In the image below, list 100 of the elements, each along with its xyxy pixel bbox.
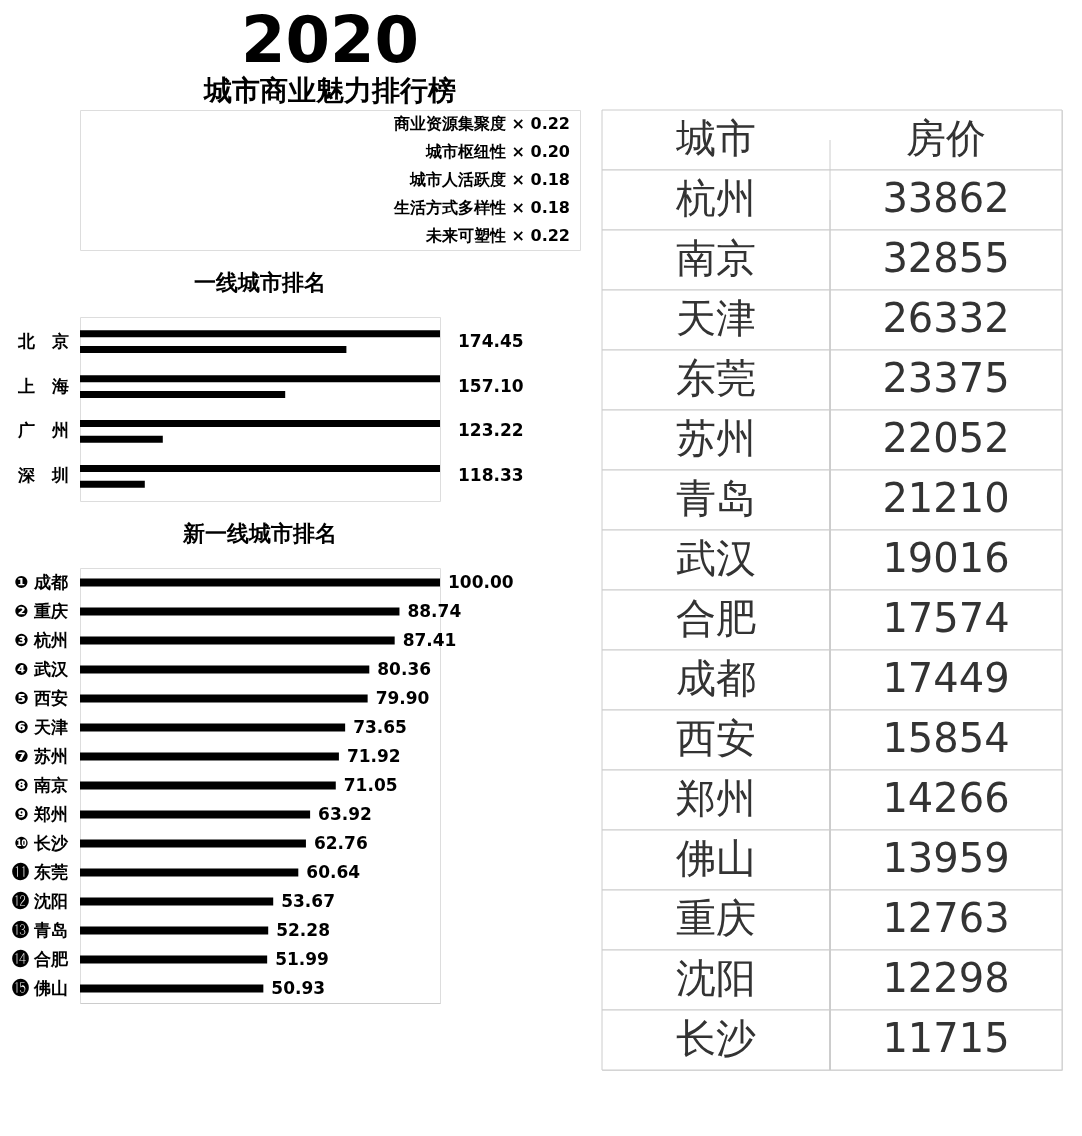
data-label: 12763 xyxy=(882,895,1010,941)
category-label: 东莞 xyxy=(676,355,756,401)
text: 118.33 xyxy=(458,465,524,486)
category-label: 天津 xyxy=(676,295,756,341)
category-label: 佛山 xyxy=(676,835,756,881)
data-label: 11715 xyxy=(882,1015,1010,1061)
bar xyxy=(80,480,145,488)
data-label: 51.99 xyxy=(275,948,329,969)
category-label: 成都 xyxy=(676,655,756,701)
data-label: 60.64 xyxy=(306,861,361,882)
text: 2020 xyxy=(240,3,420,77)
data-label: 32855 xyxy=(882,235,1010,281)
text: 157.10 xyxy=(458,375,524,396)
bar xyxy=(80,839,306,848)
category-label: 长沙 xyxy=(676,1015,756,1061)
text: 城市 xyxy=(675,115,756,161)
text: 123.22 xyxy=(458,420,524,441)
data-label: 53.67 xyxy=(281,890,335,911)
y-tick-label: 上 海 xyxy=(16,375,69,396)
bar xyxy=(80,694,368,703)
category-label: 重庆 xyxy=(676,895,756,941)
bar xyxy=(80,955,268,964)
bar xyxy=(80,390,286,398)
y-tick-label: ❽ 南京 xyxy=(14,774,69,795)
category-label: 青岛 xyxy=(676,475,756,521)
data-label: 26332 xyxy=(882,295,1010,341)
data-label: 63.92 xyxy=(318,803,372,824)
data-label: 100.00 xyxy=(448,571,514,592)
category-label: 合肥 xyxy=(676,595,756,641)
bar xyxy=(80,435,163,443)
bar xyxy=(80,868,299,877)
text: 城市商业魅力排行榜 xyxy=(203,74,456,107)
data-label: 33862 xyxy=(882,175,1010,221)
text: 未来可塑性 × 0.22 xyxy=(424,226,570,245)
data-label: 62.76 xyxy=(313,832,368,853)
chart-title: 新一线城市排名 xyxy=(182,521,337,546)
category-label: 沈阳 xyxy=(676,955,756,1001)
y-tick-label: ❸ 杭州 xyxy=(14,629,69,650)
bar xyxy=(80,781,336,790)
y-tick-label: ⓯ 佛山 xyxy=(11,977,69,998)
chart-title: 一线城市排名 xyxy=(194,270,326,295)
bar xyxy=(80,810,311,819)
data-label: 17449 xyxy=(882,655,1010,701)
bar xyxy=(80,723,346,732)
y-tick-label: ❷ 重庆 xyxy=(14,600,69,621)
text: 商业资源集聚度 × 0.22 xyxy=(392,114,570,133)
bar xyxy=(80,752,339,761)
bar xyxy=(80,330,440,338)
data-label: 71.05 xyxy=(343,774,398,795)
category-label: 南京 xyxy=(676,235,756,281)
data-label: 14266 xyxy=(882,775,1010,821)
data-label: 73.65 xyxy=(353,716,407,737)
category-label: 郑州 xyxy=(676,775,756,821)
bar xyxy=(80,897,274,906)
bar xyxy=(80,926,269,935)
data-label: 15854 xyxy=(882,715,1010,761)
y-tick-label: ⓬ 沈阳 xyxy=(11,890,69,911)
data-label: 21210 xyxy=(882,475,1010,521)
y-tick-label: ⓮ 合肥 xyxy=(11,948,70,969)
data-label: 50.93 xyxy=(271,977,326,998)
data-label: 52.28 xyxy=(276,919,330,940)
bar xyxy=(80,665,370,674)
bar xyxy=(80,984,264,993)
y-tick-label: ❼ 苏州 xyxy=(14,745,69,766)
text: 174.45 xyxy=(458,330,524,351)
data-label: 79.90 xyxy=(375,687,430,708)
category-label: 杭州 xyxy=(675,175,756,221)
y-tick-label: ❾ 郑州 xyxy=(14,803,69,824)
y-tick-label: 广 州 xyxy=(16,420,69,441)
data-label: 80.36 xyxy=(377,658,432,679)
bar xyxy=(80,346,347,354)
bar xyxy=(80,636,395,645)
data-label: 88.74 xyxy=(407,600,462,621)
y-tick-label: ❹ 武汉 xyxy=(14,658,70,679)
y-tick-label: ❻ 天津 xyxy=(14,716,69,737)
data-label: 23375 xyxy=(882,355,1010,401)
y-tick-label: ⓫ 东莞 xyxy=(11,861,69,882)
y-tick-label: ❺ 西安 xyxy=(14,687,69,708)
bar xyxy=(80,420,440,428)
text: 房价 xyxy=(906,115,986,161)
data-label: 12298 xyxy=(882,955,1010,1001)
y-tick-label: ⓭ 青岛 xyxy=(11,919,69,940)
y-tick-label: 北 京 xyxy=(16,330,69,351)
bar xyxy=(80,607,400,616)
bar xyxy=(80,578,440,587)
data-label: 17574 xyxy=(882,595,1010,641)
y-tick-label: ❿ 长沙 xyxy=(14,832,70,853)
text: 城市人活跃度 × 0.18 xyxy=(408,170,570,189)
y-tick-label: ❶ 成都 xyxy=(14,571,69,592)
bar xyxy=(80,464,440,472)
data-label: 87.41 xyxy=(402,629,457,650)
category-label: 武汉 xyxy=(676,535,756,581)
data-label: 19016 xyxy=(882,535,1010,581)
data-label: 13959 xyxy=(882,835,1010,881)
category-label: 苏州 xyxy=(676,415,756,461)
category-label: 西安 xyxy=(676,715,756,761)
data-label: 22052 xyxy=(882,415,1010,461)
text: 生活方式多样性 × 0.18 xyxy=(392,198,570,217)
bar xyxy=(80,375,440,383)
y-tick-label: 深 圳 xyxy=(16,465,69,486)
